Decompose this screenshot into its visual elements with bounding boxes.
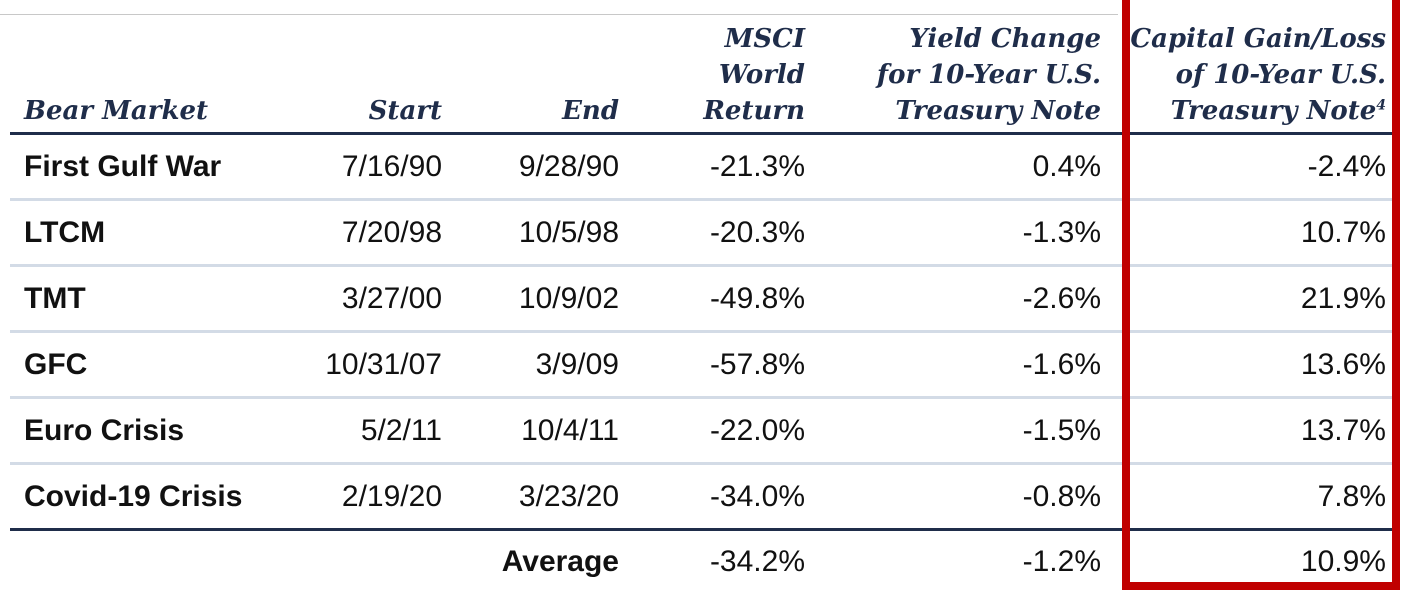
cell-yield-change: -1.3%	[813, 199, 1109, 267]
cell-yield-change: -2.6%	[813, 265, 1109, 333]
cell-start: 5/2/11	[277, 397, 450, 465]
cell-yield-change: -0.8%	[813, 463, 1109, 531]
table-row: TMT 3/27/00 10/9/02 -49.8% -2.6% 21.9%	[10, 265, 1394, 333]
cell-end: 10/9/02	[450, 265, 627, 333]
average-msci-return: -34.2%	[709, 545, 805, 578]
cell-bear-market: First Gulf War	[10, 133, 277, 201]
cell-end: 3/9/09	[450, 331, 627, 399]
table-row: Covid-19 Crisis 2/19/20 3/23/20 -34.0% -…	[10, 463, 1394, 531]
cell-capital-gain: 13.7%	[1109, 397, 1394, 465]
cell-capital-gain: 21.9%	[1109, 265, 1394, 333]
cell-yield-change: 0.4%	[813, 133, 1109, 201]
cell-msci-return: -20.3%	[627, 199, 813, 267]
cell-bear-market: TMT	[10, 265, 277, 333]
cell-end: 3/23/20	[450, 463, 627, 531]
table-row: GFC 10/31/07 3/9/09 -57.8% -1.6% 13.6%	[10, 331, 1394, 399]
cell-msci-return: -57.8%	[627, 331, 813, 399]
footnote-marker: 4	[1376, 97, 1386, 114]
cell-bear-market: LTCM	[10, 199, 277, 267]
cell-capital-gain: -2.4%	[1109, 133, 1394, 201]
cell-end: 10/4/11	[450, 397, 627, 465]
cell-msci-return: -22.0%	[627, 397, 813, 465]
average-capital-gain: 10.9%	[1300, 545, 1386, 578]
cell-yield-change: -1.5%	[813, 397, 1109, 465]
bear-market-table: Bear Market Start End MSCI World Return …	[10, 18, 1394, 593]
cell-start: 3/27/00	[277, 265, 450, 333]
average-yield-change: -1.2%	[1022, 545, 1101, 578]
cell-capital-gain: 7.8%	[1109, 463, 1394, 531]
cell-yield-change: -1.6%	[813, 331, 1109, 399]
header-end: End	[450, 18, 627, 135]
header-capital-gain-loss: Capital Gain/Loss of 10-Year U.S. Treasu…	[1109, 18, 1394, 135]
cell-bear-market: Covid-19 Crisis	[10, 463, 277, 531]
top-rule	[0, 14, 1118, 15]
cell-start: 2/19/20	[277, 463, 450, 531]
table-row: Euro Crisis 5/2/11 10/4/11 -22.0% -1.5% …	[10, 397, 1394, 465]
average-label: Average	[501, 545, 619, 578]
header-row: Bear Market Start End MSCI World Return …	[10, 18, 1394, 135]
average-empty-cell	[10, 530, 277, 594]
header-bear-market: Bear Market	[10, 18, 277, 135]
cell-start: 10/31/07	[277, 331, 450, 399]
cell-bear-market: Euro Crisis	[10, 397, 277, 465]
cell-end: 10/5/98	[450, 199, 627, 267]
cell-msci-return: -49.8%	[627, 265, 813, 333]
header-msci-world-return: MSCI World Return	[627, 18, 813, 135]
average-row: Average -34.2% -1.2% 10.9%	[10, 530, 1394, 594]
cell-start: 7/20/98	[277, 199, 450, 267]
header-start: Start	[277, 18, 450, 135]
table-row: LTCM 7/20/98 10/5/98 -20.3% -1.3% 10.7%	[10, 199, 1394, 267]
cell-capital-gain: 10.7%	[1109, 199, 1394, 267]
cell-bear-market: GFC	[10, 331, 277, 399]
cell-msci-return: -34.0%	[627, 463, 813, 531]
cell-capital-gain: 13.6%	[1109, 331, 1394, 399]
cell-end: 9/28/90	[450, 133, 627, 201]
cell-msci-return: -21.3%	[627, 133, 813, 201]
table-row: First Gulf War 7/16/90 9/28/90 -21.3% 0.…	[10, 133, 1394, 201]
cell-start: 7/16/90	[277, 133, 450, 201]
header-yield-change: Yield Change for 10-Year U.S. Treasury N…	[813, 18, 1109, 135]
average-empty-cell	[277, 530, 450, 594]
